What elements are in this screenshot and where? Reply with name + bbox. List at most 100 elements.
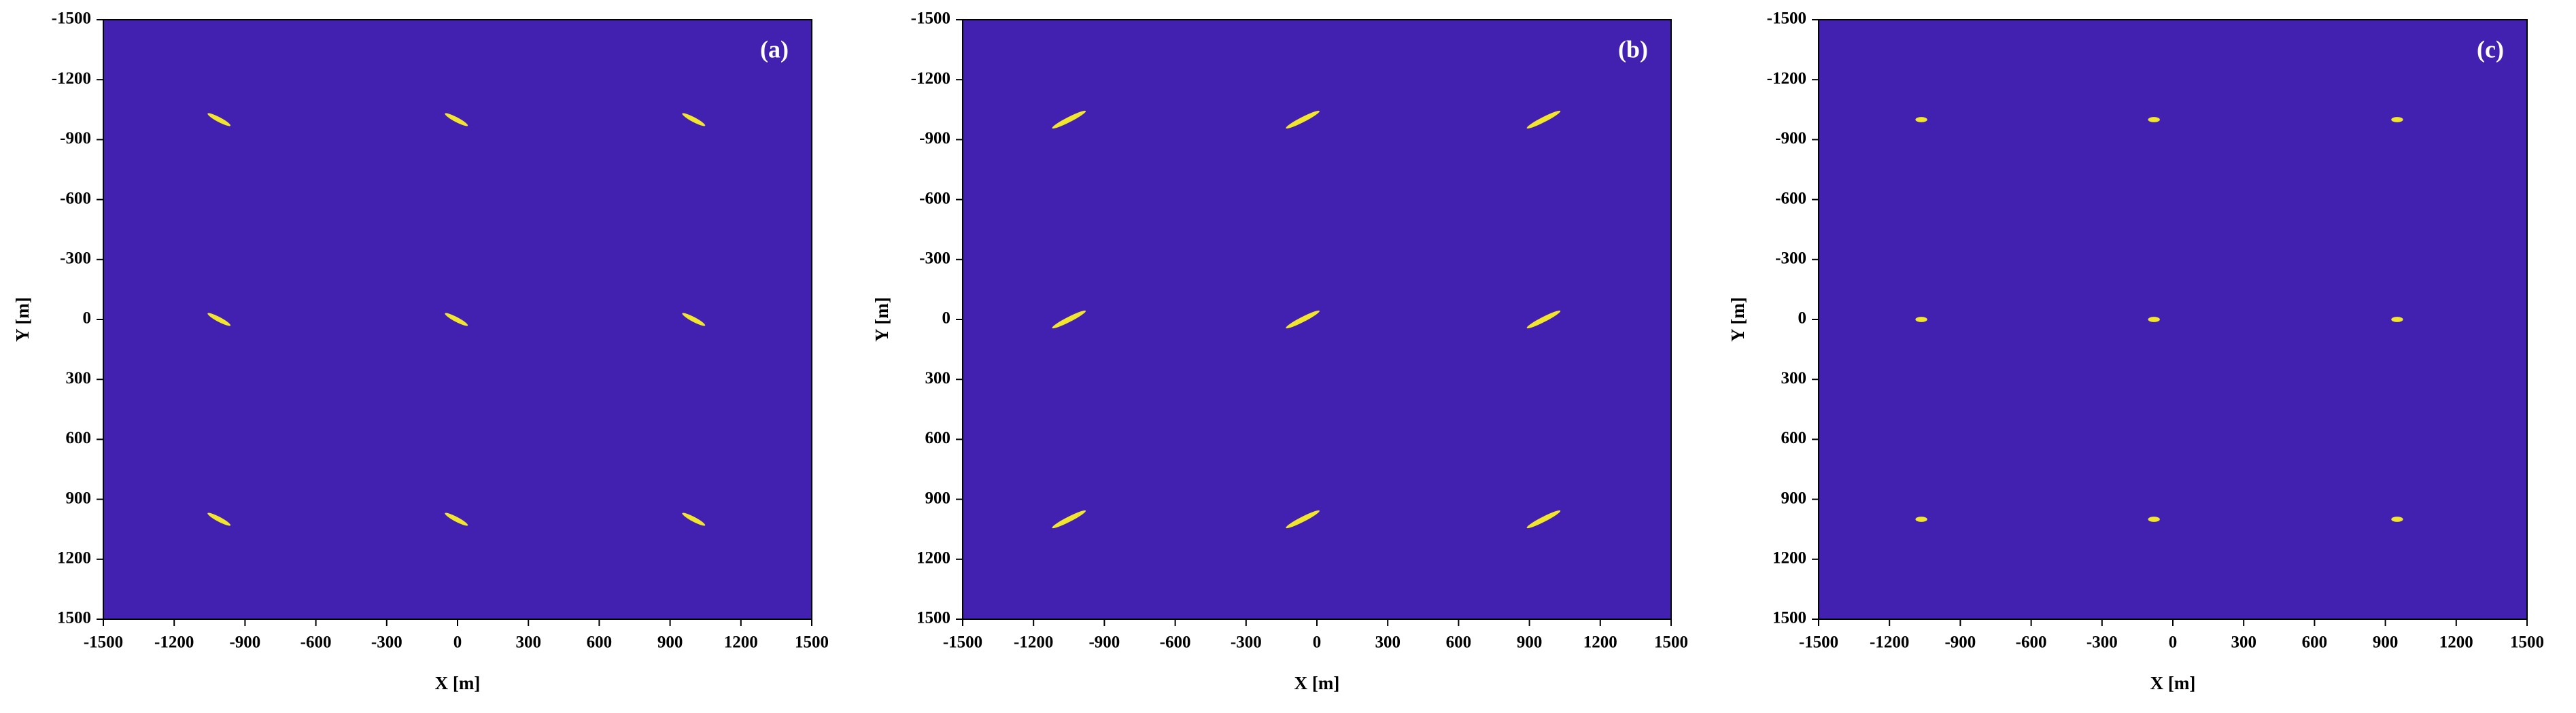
x-tick-label: 1500 — [2510, 633, 2544, 652]
y-tick-label: -1200 — [52, 69, 91, 88]
y-tick-label: 1200 — [57, 549, 91, 568]
x-tick-label: -1500 — [1799, 633, 1838, 652]
marker — [1052, 510, 1086, 529]
y-tick-label: -600 — [1775, 189, 1806, 207]
marker — [682, 113, 706, 126]
x-tick-label: 1500 — [1654, 633, 1688, 652]
y-tick-label: -900 — [60, 129, 91, 147]
y-tick-label: -900 — [919, 129, 950, 147]
y-tick-label: 1500 — [57, 609, 91, 627]
y-tick-label: -300 — [919, 249, 950, 268]
marker — [682, 512, 706, 526]
marker — [1286, 110, 1320, 129]
x-tick-label: -900 — [1944, 633, 1976, 652]
y-tick-label: 900 — [1781, 489, 1807, 507]
y-tick-label: 900 — [66, 489, 92, 507]
y-tick-label: -1200 — [911, 69, 950, 88]
marker — [1915, 117, 1927, 122]
marker — [2148, 517, 2160, 522]
y-tick-label: 1500 — [1772, 609, 1806, 627]
x-tick-label: 300 — [2231, 633, 2256, 652]
marker — [1052, 310, 1086, 329]
marker — [1526, 110, 1561, 129]
panel: -1500 -1200 -900 -600 -300 0 300 600 900 1200 1500… — [872, 10, 1688, 693]
y-tick-label: 600 — [925, 429, 951, 447]
plot-background — [1819, 20, 2527, 619]
x-tick-label: -1500 — [943, 633, 982, 652]
x-tick-label: 600 — [1446, 633, 1472, 652]
x-tick-label: -1200 — [154, 633, 194, 652]
x-axis-title: X [m] — [435, 673, 481, 693]
marker — [445, 512, 468, 526]
y-tick-label: 1200 — [1772, 549, 1806, 568]
y-tick-label: -300 — [60, 249, 91, 268]
x-tick-label: -600 — [1160, 633, 1191, 652]
panel-label: (a) — [760, 35, 789, 63]
plot-background — [963, 20, 1671, 619]
x-tick-label: 1500 — [795, 633, 829, 652]
y-tick-label: 300 — [66, 369, 92, 387]
y-tick-label: 0 — [83, 309, 92, 328]
marker — [2391, 517, 2403, 522]
marker — [1286, 510, 1320, 529]
x-tick-label: 300 — [515, 633, 541, 652]
panel: -1500 -1200 -900 -600 -300 0 300 600 900 1200 1500… — [12, 10, 829, 693]
x-tick-label: -1500 — [84, 633, 123, 652]
panel: -1500 -1200 -900 -600 -300 0 300 600 900 1200 1500… — [1728, 10, 2544, 693]
x-tick-label: -1200 — [1870, 633, 1909, 652]
x-tick-label: 0 — [2169, 633, 2178, 652]
marker — [1526, 510, 1561, 529]
y-tick-label: -1500 — [911, 10, 950, 28]
x-tick-label: -300 — [2086, 633, 2118, 652]
y-tick-label: 300 — [1781, 369, 1807, 387]
y-tick-label: -300 — [1775, 249, 1806, 268]
x-tick-label: -300 — [1231, 633, 1262, 652]
x-tick-label: -600 — [2016, 633, 2047, 652]
marker — [207, 313, 231, 326]
x-tick-label: 900 — [2373, 633, 2399, 652]
panel-label: (b) — [1618, 35, 1648, 63]
x-tick-label: -900 — [229, 633, 260, 652]
marker — [207, 512, 231, 526]
x-axis-title: X [m] — [1294, 673, 1340, 693]
y-tick-label: -600 — [60, 189, 91, 207]
y-tick-label: 600 — [66, 429, 92, 447]
y-tick-label: 900 — [925, 489, 951, 507]
y-axis-title: Y [m] — [1728, 297, 1748, 342]
x-tick-label: -1200 — [1014, 633, 1053, 652]
y-tick-label: -900 — [1775, 129, 1806, 147]
x-tick-label: -900 — [1088, 633, 1120, 652]
marker — [1915, 317, 1927, 322]
x-axis-title: X [m] — [2150, 673, 2196, 693]
x-tick-label: 300 — [1375, 633, 1401, 652]
x-tick-label: 600 — [2302, 633, 2328, 652]
x-tick-label: -600 — [300, 633, 332, 652]
marker — [1052, 110, 1086, 129]
y-tick-label: -1200 — [1767, 69, 1806, 88]
x-tick-label: 900 — [657, 633, 683, 652]
marker — [682, 313, 706, 326]
panel-label: (c) — [2477, 35, 2504, 63]
x-tick-label: 0 — [1313, 633, 1322, 652]
y-tick-label: 1200 — [916, 549, 950, 568]
x-tick-label: 1200 — [724, 633, 758, 652]
x-tick-label: 1200 — [1583, 633, 1617, 652]
marker — [445, 313, 468, 326]
marker — [445, 113, 468, 126]
marker — [1526, 310, 1561, 329]
marker — [1915, 517, 1927, 522]
marker — [2148, 317, 2160, 322]
x-tick-label: -300 — [371, 633, 402, 652]
x-tick-label: 0 — [453, 633, 462, 652]
x-tick-label: 900 — [1517, 633, 1543, 652]
y-tick-label: 0 — [942, 309, 951, 328]
y-tick-label: -1500 — [52, 10, 91, 28]
y-tick-label: -1500 — [1767, 10, 1806, 28]
y-tick-label: 1500 — [916, 609, 950, 627]
y-tick-label: 600 — [1781, 429, 1807, 447]
x-tick-label: 600 — [587, 633, 613, 652]
y-tick-label: 300 — [925, 369, 951, 387]
y-axis-title: Y [m] — [872, 297, 892, 342]
